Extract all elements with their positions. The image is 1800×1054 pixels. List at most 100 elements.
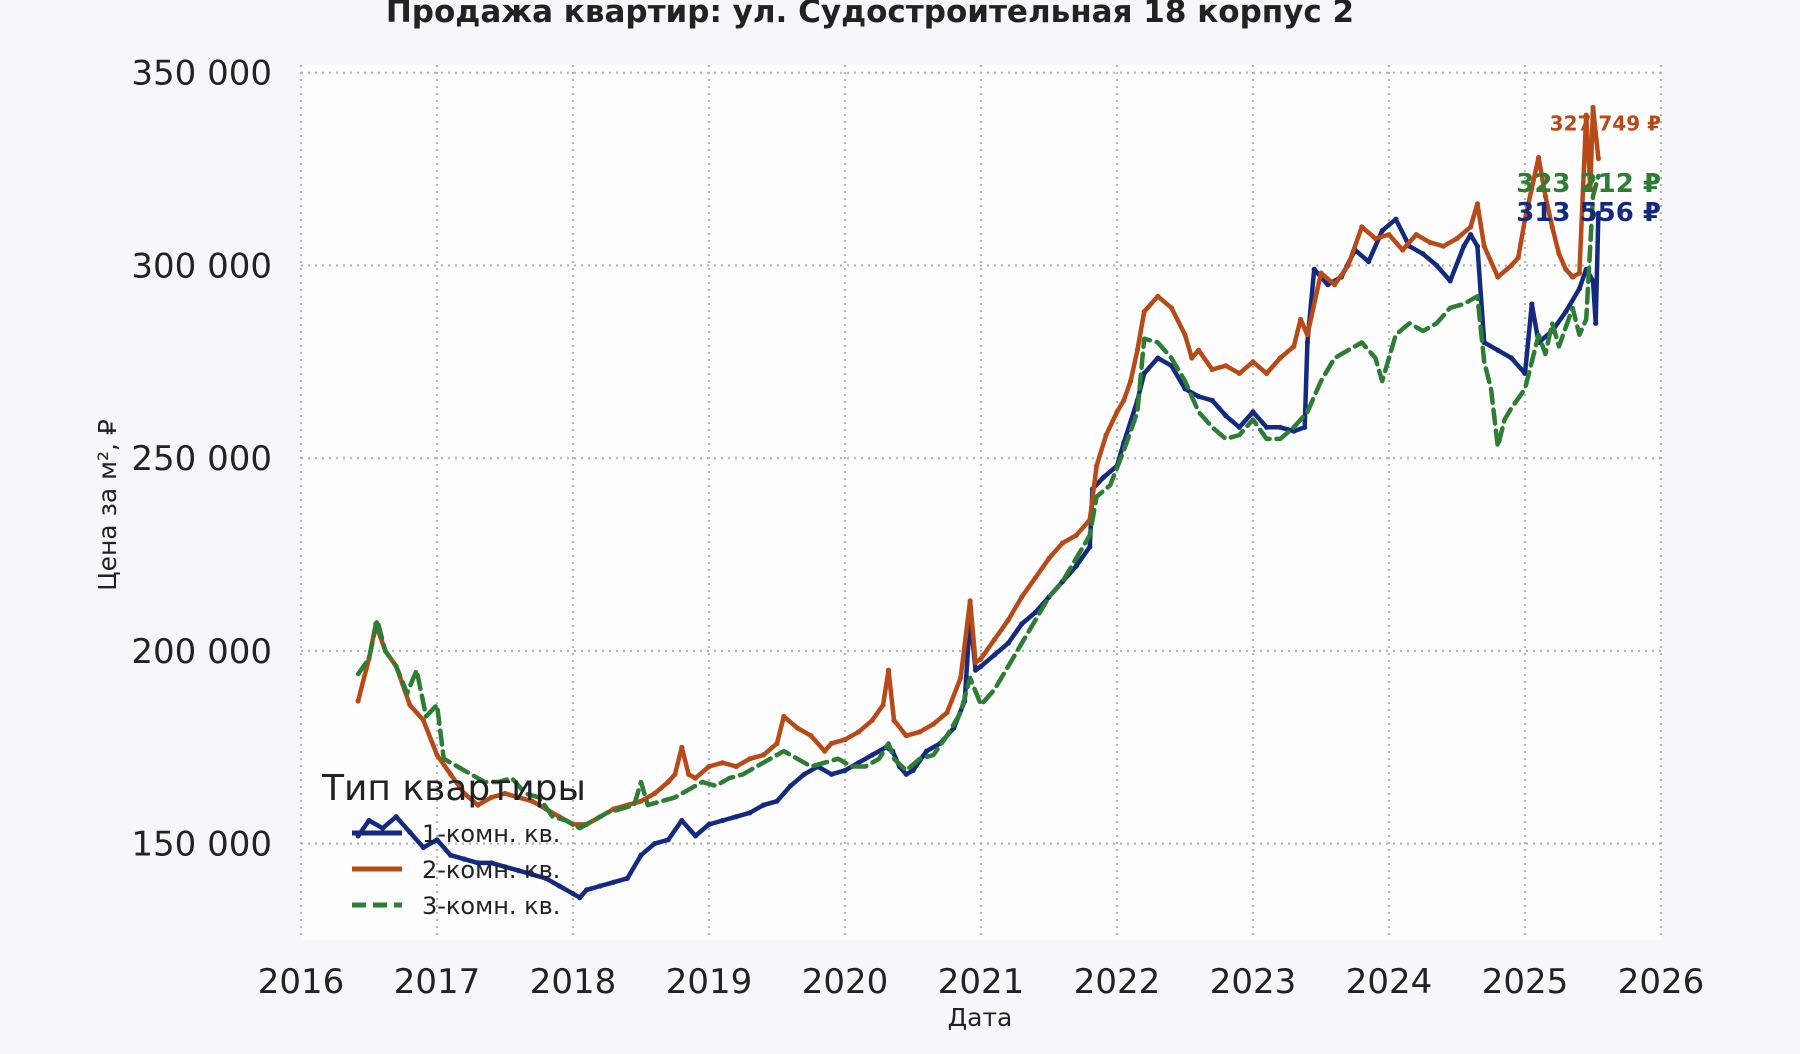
end-value-label: 313 556 ₽ (1516, 198, 1661, 228)
series-point (1094, 463, 1100, 469)
series-point (1277, 424, 1283, 430)
series-point (720, 817, 726, 824)
series-point (842, 737, 848, 743)
series-point (1277, 355, 1283, 361)
series-point (1434, 262, 1440, 268)
series-point (869, 717, 875, 723)
series-point (420, 844, 426, 851)
series-point (1298, 316, 1304, 322)
series-point (1576, 270, 1582, 276)
series-point (973, 659, 979, 666)
series-point (577, 895, 583, 901)
series-point (407, 829, 413, 835)
series-point (1209, 397, 1215, 403)
end-labels: 313 556 ₽ 327 749 ₽ 323 212 ₽ (1516, 111, 1661, 228)
series-point (885, 667, 892, 673)
series-point (1556, 251, 1562, 257)
series-point (1563, 266, 1569, 272)
series-point (1468, 224, 1474, 230)
series-point (1508, 262, 1514, 268)
series-point (1536, 154, 1542, 161)
x-tick-label: 2026 (1618, 962, 1705, 1002)
series-point (1563, 309, 1569, 315)
series-point (692, 775, 699, 781)
legend-items: 1-комн. кв. 2-комн. кв. 3-комн. кв. (352, 820, 560, 920)
series-group (355, 104, 1601, 901)
series-point (475, 860, 481, 866)
axes: 2016 2017 2018 2019 2020 2021 2022 2023 2024 2025… (131, 54, 1704, 1002)
series-point (706, 763, 712, 770)
series-point (1318, 270, 1324, 276)
series-point (1134, 347, 1140, 353)
series-point (393, 814, 399, 820)
series-point (1060, 540, 1066, 546)
series-point (1332, 282, 1338, 288)
series-point (1447, 278, 1453, 284)
series-point (597, 883, 603, 889)
series-point (529, 798, 535, 804)
y-tick-label: 250 000 (131, 439, 272, 479)
series-point (1468, 232, 1474, 238)
series-point (781, 713, 787, 720)
series-point (891, 717, 897, 723)
series-point (584, 887, 590, 893)
series-point (869, 752, 875, 758)
series-point (1019, 621, 1025, 627)
series-point (856, 760, 862, 766)
series-point (747, 810, 753, 816)
series-point (1587, 185, 1593, 191)
series-point (978, 663, 984, 669)
series-point (1223, 363, 1229, 369)
series-point (1302, 424, 1308, 430)
series-point (1495, 347, 1501, 353)
series-point (1393, 216, 1399, 222)
series-point (1590, 104, 1596, 110)
y-tick-label: 200 000 (131, 632, 272, 672)
series-point (638, 852, 644, 858)
series-point (1420, 251, 1426, 257)
series-point (1189, 355, 1195, 361)
series-point (692, 833, 699, 839)
series-point (1236, 424, 1242, 430)
series-point (1570, 274, 1576, 280)
series-point (1264, 424, 1270, 430)
series-point (706, 821, 712, 828)
series-point (502, 864, 508, 870)
series-point (461, 856, 467, 862)
series-point (917, 729, 923, 735)
series-point (910, 767, 916, 774)
series-point (1461, 243, 1467, 249)
series-point (1481, 243, 1487, 249)
grid-lines (299, 65, 1663, 940)
series-point (973, 667, 979, 673)
series-point (1549, 224, 1555, 230)
series-point (1264, 370, 1270, 376)
x-tick-label: 2019 (666, 962, 753, 1002)
series-point (1400, 247, 1406, 253)
series-point (475, 802, 481, 808)
y-tick-label: 300 000 (131, 246, 272, 286)
series-point (1168, 305, 1174, 311)
series-point (1474, 201, 1480, 207)
series-line-1 (355, 210, 1601, 900)
series-point (380, 825, 386, 831)
series-point (930, 721, 937, 727)
series-point (1474, 243, 1480, 249)
series-point (992, 636, 998, 642)
series-point (366, 817, 372, 824)
series-point (828, 771, 835, 777)
legend-label: 1-комн. кв. (422, 820, 560, 848)
series-point (1440, 243, 1446, 249)
series-point (1590, 278, 1596, 284)
series-point (1005, 640, 1011, 646)
series-point (733, 763, 739, 770)
series-point (880, 702, 886, 708)
series-point (1595, 210, 1601, 216)
series-point (1032, 609, 1038, 616)
series-point (1495, 274, 1501, 280)
series-point (1121, 397, 1127, 403)
series-point (448, 771, 454, 777)
series-point (1304, 339, 1310, 346)
